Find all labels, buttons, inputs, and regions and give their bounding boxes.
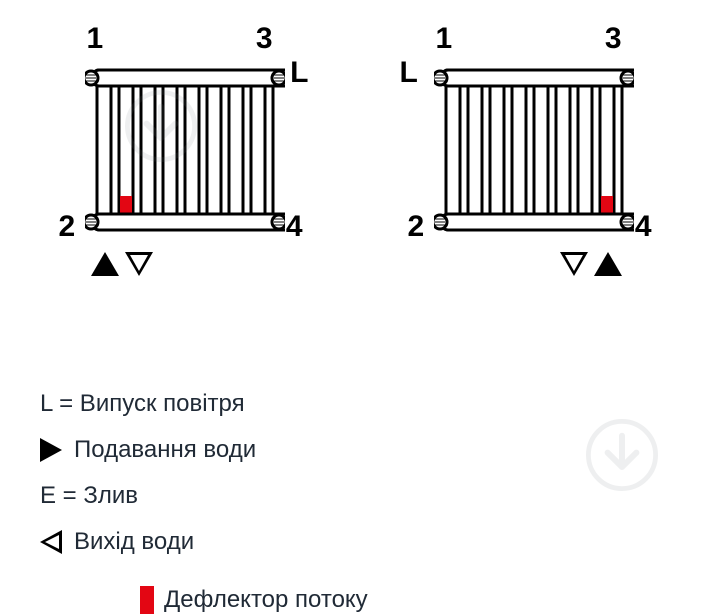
outlet-arrow-icon	[125, 252, 153, 276]
L-label: L	[290, 56, 308, 90]
corner-num-1: 1	[436, 22, 453, 56]
legend-outlet-text: Вихід води	[74, 528, 194, 556]
L-label: L	[400, 56, 418, 90]
diagram-right: 1 3 2 4 L	[394, 20, 674, 300]
corner-num-2: 2	[408, 210, 425, 244]
legend-deflector: Дефлектор потоку	[20, 586, 698, 614]
supply-arrow-icon	[91, 252, 119, 276]
legend-L: L = Випуск повітря	[40, 390, 340, 418]
corner-num-3: 3	[605, 22, 622, 56]
arrows-right	[560, 252, 622, 276]
legend: L = Випуск повітря Подавання води E = Зл…	[20, 390, 698, 556]
radiator-svg-left	[85, 60, 285, 240]
corner-num-4: 4	[286, 210, 303, 244]
diagram-left: 1 3 2 4 L	[45, 20, 325, 300]
diagrams-row: 1 3 2 4 L 1 3 2 4 L	[20, 20, 698, 300]
legend-supply-text: Подавання води	[74, 436, 256, 464]
corner-num-3: 3	[256, 22, 273, 56]
legend-E: E = Злив	[40, 482, 340, 510]
legend-L-text: L = Випуск повітря	[40, 390, 245, 418]
supply-arrow-icon	[594, 252, 622, 276]
supply-icon	[40, 438, 62, 462]
corner-num-4: 4	[635, 210, 652, 244]
outlet-arrow-icon	[560, 252, 588, 276]
legend-E-text: E = Злив	[40, 482, 138, 510]
legend-outlet: Вихід води	[40, 528, 320, 556]
deflector-swatch	[140, 586, 154, 614]
corner-num-2: 2	[59, 210, 76, 244]
arrows-left	[91, 252, 153, 276]
outlet-icon	[40, 530, 62, 554]
legend-supply: Подавання води	[40, 436, 320, 464]
corner-num-1: 1	[87, 22, 104, 56]
legend-deflector-text: Дефлектор потоку	[164, 586, 368, 614]
radiator-svg-right	[434, 60, 634, 240]
